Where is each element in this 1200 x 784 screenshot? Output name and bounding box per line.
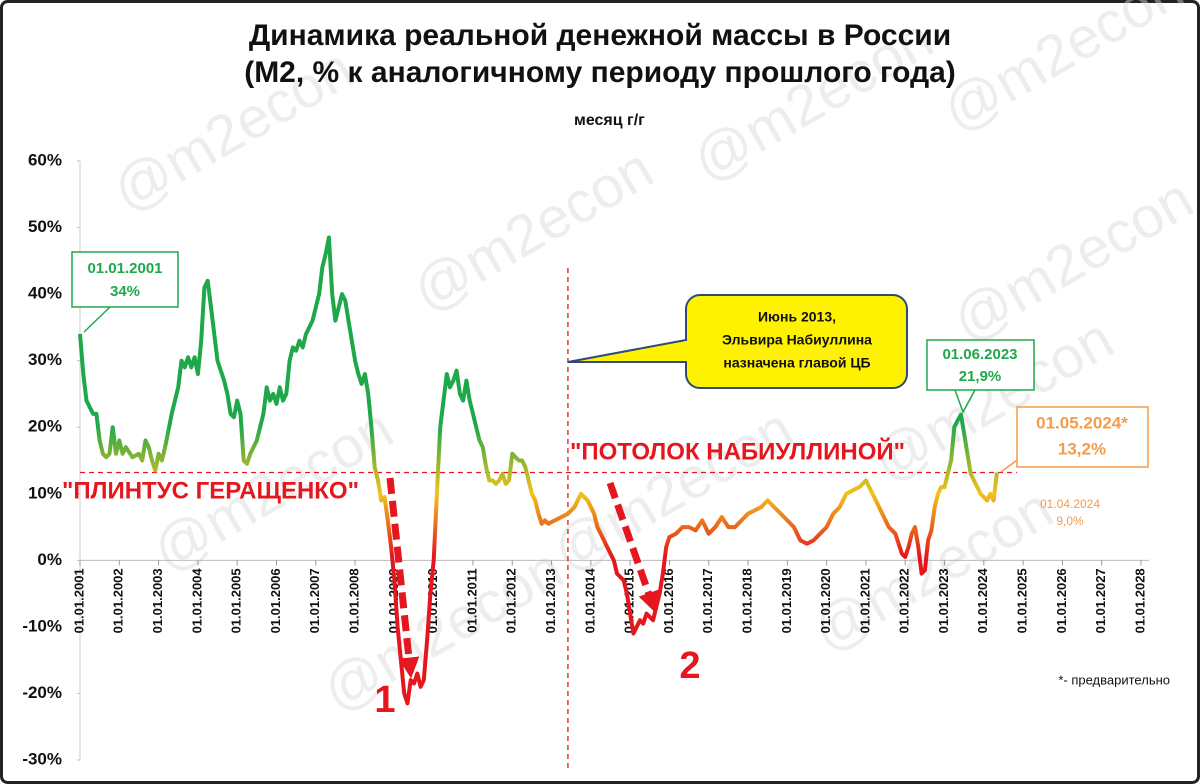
y-tick-label: 20% (28, 417, 62, 436)
callout-leader (1000, 459, 1018, 473)
point-date: 01.01.2001 (87, 260, 162, 277)
callout-text: Эльвира Набиуллина (722, 332, 872, 348)
arrow (386, 477, 420, 679)
x-tick-label: 01.01.2005 (229, 568, 244, 633)
mark-label: 2 (679, 645, 700, 687)
x-tick-label: 01.01.2004 (189, 568, 204, 634)
callout-box (71, 251, 179, 308)
x-tick-label: 01.01.2007 (307, 568, 322, 633)
y-tick-label: 50% (28, 217, 62, 236)
x-tick-label: 01.01.2008 (347, 568, 362, 633)
x-tick-label: 01.01.2022 (897, 568, 912, 633)
callout-box (1016, 406, 1149, 468)
value-label: 13,2% (1058, 439, 1106, 458)
x-tick-label: 01.01.2026 (1054, 568, 1069, 633)
point-date: 01.04.2024 (1040, 497, 1100, 511)
x-tick-label: 01.01.2021 (857, 568, 872, 633)
x-tick-label: 01.01.2012 (504, 568, 519, 633)
x-tick-label: 01.01.2024 (975, 568, 990, 634)
x-tick-label: 01.01.2023 (936, 568, 951, 633)
x-tick-label: 01.01.2013 (543, 568, 558, 633)
callout-leader (83, 306, 111, 333)
y-tick-label: -20% (22, 683, 62, 702)
mark-label: 1 (374, 679, 395, 721)
y-tick-label: 40% (28, 284, 62, 303)
value-label: 34% (110, 283, 140, 300)
point-date: 01.06.2023 (942, 346, 1017, 363)
callout-joint (684, 341, 689, 361)
x-tick-label: 01.01.2014 (582, 568, 597, 634)
callout-leader (954, 389, 976, 414)
callout-text: Июнь 2013, (758, 309, 836, 325)
x-tick-label: 01.01.2016 (661, 568, 676, 633)
x-tick-label: 01.01.2002 (111, 568, 126, 633)
value-label: 21,9% (959, 368, 1002, 385)
callout-box (926, 339, 1035, 391)
x-tick-label: 01.01.2006 (268, 568, 283, 633)
y-tick-label: 60% (28, 150, 62, 169)
x-tick-label: 01.01.2003 (150, 568, 165, 633)
x-tick-label: 01.01.2027 (1093, 568, 1108, 633)
x-tick-label: 01.01.2019 (779, 568, 794, 633)
x-tick-label: 01.01.2020 (818, 568, 833, 633)
y-tick-label: -10% (22, 616, 62, 635)
x-tick-label: 01.01.2025 (1015, 568, 1030, 633)
x-tick-label: 01.01.2011 (464, 568, 479, 632)
y-tick-label: 0% (37, 550, 62, 569)
x-tick-label: 01.01.2001 (71, 568, 86, 633)
floor-label: "ПЛИНТУС ГЕРАЩЕНКО" (62, 477, 359, 504)
footnote: *- предварительно (1058, 672, 1170, 687)
callout-text: назначена главой ЦБ (723, 355, 870, 371)
arrow (606, 481, 659, 613)
x-tick-label: 01.01.2017 (700, 568, 715, 633)
ceiling-label: "ПОТОЛОК НАБИУЛЛИНОЙ" (570, 437, 905, 465)
y-tick-label: 10% (28, 483, 62, 502)
data-line (78, 235, 999, 706)
y-tick-label: -30% (22, 749, 62, 768)
value-label: 9,0% (1056, 514, 1084, 528)
chart-title: Динамика реальной денежной массы в Росси… (249, 19, 951, 52)
point-date: 01.05.2024* (1036, 413, 1128, 432)
x-tick-label: 01.01.2018 (739, 568, 754, 633)
chart-subtitle: (М2, % к аналогичному периоду прошлого г… (244, 56, 956, 89)
legend-label: месяц г/г (574, 112, 645, 129)
y-tick-label: 30% (28, 350, 62, 369)
x-tick-label: 01.01.2028 (1132, 568, 1147, 633)
